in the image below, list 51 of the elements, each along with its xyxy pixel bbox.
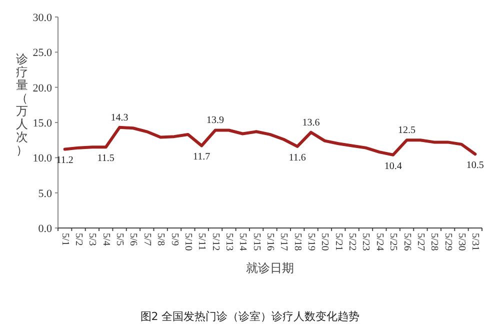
- x-tick-label: 5/13: [223, 233, 234, 251]
- y-tick-label: 0.0: [38, 223, 52, 235]
- data-label: 12.5: [398, 125, 416, 136]
- data-label: 11.6: [288, 152, 306, 164]
- y-axis-title: 诊疗量（万人次）: [16, 52, 28, 157]
- x-tick-label: 5/8: [155, 233, 166, 246]
- data-label: 14.3: [110, 112, 128, 124]
- x-tick-label: 5/10: [182, 233, 194, 251]
- data-label: 11.5: [97, 153, 114, 164]
- x-tick-label: 5/30: [456, 233, 467, 251]
- data-label: 11.7: [193, 152, 210, 163]
- x-tick-label: 5/26: [401, 233, 412, 251]
- y-tick-label: 20.0: [32, 82, 52, 94]
- x-tick-label: 5/19: [306, 233, 317, 251]
- x-tick-label: 5/14: [237, 233, 248, 251]
- data-label: 11.2: [56, 155, 74, 166]
- x-tick-label: 5/6: [128, 233, 139, 246]
- y-tick-label: 25.0: [32, 47, 52, 60]
- y-tick-label: 15.0: [32, 118, 52, 130]
- x-tick-label: 5/16: [264, 233, 276, 251]
- data-label: 10.5: [466, 160, 484, 172]
- x-tick-label: 5/15: [250, 233, 262, 251]
- x-tick-label: 5/18: [292, 233, 303, 251]
- x-tick-label: 5/28: [428, 233, 440, 251]
- x-tick-label: 5/3: [86, 233, 98, 246]
- data-label: 13.9: [206, 115, 224, 126]
- x-tick-label: 5/20: [319, 233, 330, 251]
- x-tick-label: 5/24: [374, 233, 385, 251]
- x-tick-label: 5/12: [210, 233, 221, 251]
- x-tick-label: 5/25: [388, 233, 399, 251]
- x-tick-label: 5/2: [73, 233, 84, 246]
- y-tick-label: 10.0: [32, 152, 52, 165]
- x-tick-label: 5/31: [470, 233, 481, 251]
- x-tick-label: 5/1: [59, 233, 70, 246]
- x-tick-label: 5/27: [414, 233, 426, 251]
- data-label: 13.6: [302, 117, 320, 128]
- caption: 图2 全国发热门诊（诊室）诊疗人数变化趋势: [140, 310, 360, 323]
- data-label: 10.4: [384, 160, 402, 172]
- x-tick-label: 5/7: [141, 233, 152, 246]
- x-tick-label: 5/9: [168, 233, 180, 246]
- y-tick-label: 5.0: [38, 188, 52, 200]
- x-tick-label: 5/29: [442, 233, 454, 251]
- x-tick-label: 5/11: [196, 233, 208, 250]
- y-tick-label: 30.0: [32, 12, 52, 24]
- x-axis-title: 就诊日期: [246, 261, 294, 275]
- x-tick-label: 5/4: [100, 233, 112, 246]
- x-tick-label: 5/21: [332, 233, 344, 251]
- x-tick-label: 5/22: [346, 233, 358, 251]
- x-tick-label: 5/17: [278, 233, 290, 251]
- x-tick-label: 5/5: [114, 233, 126, 246]
- x-tick-label: 5/23: [360, 233, 372, 251]
